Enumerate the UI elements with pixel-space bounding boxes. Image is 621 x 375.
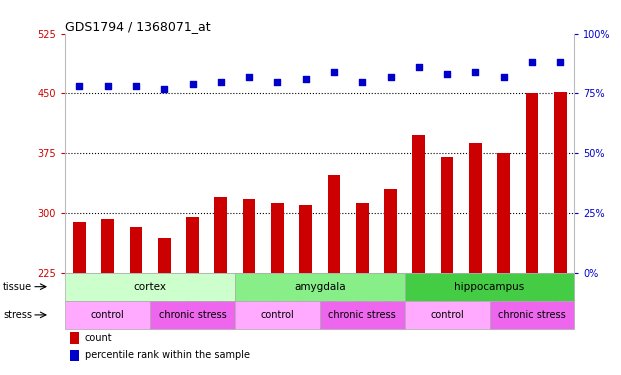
Text: control: control bbox=[260, 310, 294, 320]
Bar bbox=[441, 157, 453, 273]
Bar bbox=[158, 238, 171, 273]
Point bbox=[357, 78, 367, 84]
Text: percentile rank within the sample: percentile rank within the sample bbox=[84, 350, 250, 360]
Bar bbox=[525, 93, 538, 273]
Point bbox=[499, 74, 509, 80]
Bar bbox=[235, 301, 320, 329]
Bar bbox=[214, 197, 227, 273]
Point bbox=[188, 81, 197, 87]
Bar bbox=[186, 217, 199, 273]
Bar bbox=[101, 219, 114, 273]
Bar bbox=[243, 198, 255, 273]
Text: chronic stress: chronic stress bbox=[498, 310, 566, 320]
Text: cortex: cortex bbox=[134, 282, 166, 292]
Point bbox=[216, 78, 226, 84]
Text: control: control bbox=[430, 310, 464, 320]
Text: chronic stress: chronic stress bbox=[158, 310, 227, 320]
Bar bbox=[65, 301, 150, 329]
Bar bbox=[130, 227, 142, 273]
Bar bbox=[405, 301, 489, 329]
Bar bbox=[70, 333, 79, 344]
Bar bbox=[70, 350, 79, 361]
Point bbox=[102, 83, 112, 89]
Text: tissue: tissue bbox=[3, 282, 32, 292]
Text: stress: stress bbox=[3, 310, 32, 320]
Point bbox=[555, 59, 565, 65]
Point bbox=[301, 76, 310, 82]
Point bbox=[386, 74, 396, 80]
Point bbox=[442, 71, 452, 77]
Text: hippocampus: hippocampus bbox=[455, 282, 525, 292]
Point bbox=[131, 83, 141, 89]
Point bbox=[414, 64, 424, 70]
Point bbox=[471, 69, 481, 75]
Bar bbox=[235, 273, 405, 301]
Text: control: control bbox=[91, 310, 125, 320]
Bar bbox=[73, 222, 86, 273]
Bar bbox=[405, 273, 574, 301]
Bar bbox=[320, 301, 405, 329]
Bar bbox=[65, 273, 235, 301]
Text: amygdala: amygdala bbox=[294, 282, 346, 292]
Point bbox=[527, 59, 537, 65]
Text: count: count bbox=[84, 333, 112, 343]
Bar bbox=[299, 205, 312, 273]
Text: chronic stress: chronic stress bbox=[329, 310, 396, 320]
Bar bbox=[356, 202, 369, 273]
Bar bbox=[150, 301, 235, 329]
Bar bbox=[469, 143, 482, 273]
Bar bbox=[271, 203, 284, 273]
Bar bbox=[328, 175, 340, 273]
Point bbox=[244, 74, 254, 80]
Point bbox=[159, 86, 169, 92]
Bar bbox=[412, 135, 425, 273]
Bar bbox=[384, 189, 397, 273]
Point bbox=[329, 69, 339, 75]
Bar bbox=[554, 92, 566, 273]
Text: GDS1794 / 1368071_at: GDS1794 / 1368071_at bbox=[65, 20, 211, 33]
Bar bbox=[497, 153, 510, 273]
Point bbox=[273, 78, 283, 84]
Bar bbox=[489, 301, 574, 329]
Point bbox=[75, 83, 84, 89]
